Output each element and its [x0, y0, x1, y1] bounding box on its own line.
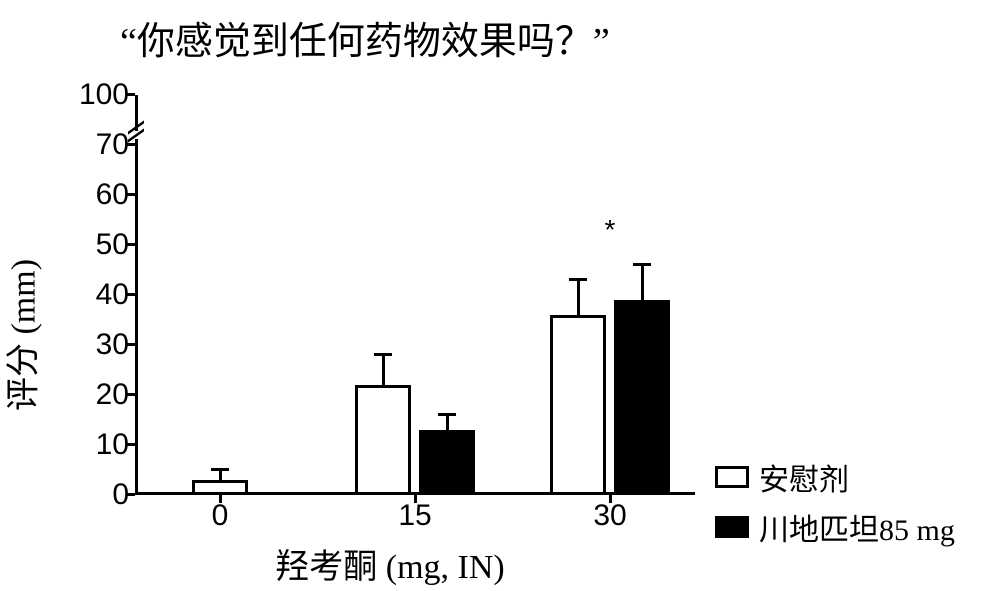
- y-tick-mark: [127, 343, 135, 346]
- bar-placebo: [192, 480, 248, 495]
- legend-label: 安慰剂: [759, 455, 849, 499]
- plot-area: 01020304050607010001530*: [135, 95, 695, 495]
- errorbar-stem: [446, 415, 449, 430]
- errorbar-stem: [641, 265, 644, 300]
- y-tick-mark: [127, 293, 135, 296]
- y-tick-mark: [127, 93, 135, 96]
- x-tick-mark: [414, 495, 417, 503]
- legend: 安慰剂 川地匹坦85 mg: [715, 455, 955, 555]
- legend-item-placebo: 安慰剂: [715, 455, 955, 499]
- bar-placebo: [355, 385, 411, 495]
- errorbar-cap: [374, 353, 392, 356]
- chart: 评分 (mm) 01020304050607010001530* 羟考酮 (mg…: [40, 95, 740, 575]
- x-tick-mark: [609, 495, 612, 503]
- legend-label: 川地匹坦85 mg: [759, 505, 955, 549]
- x-axis-label: 羟考酮 (mg, IN): [275, 539, 504, 588]
- y-tick-mark: [127, 443, 135, 446]
- bar-tradipitant: [614, 300, 670, 495]
- y-axis-line-lower: [135, 139, 138, 495]
- y-tick-mark: [127, 493, 135, 496]
- errorbar-cap: [569, 278, 587, 281]
- chart-title: “你感觉到任何药物效果吗？”: [120, 10, 610, 65]
- y-tick-mark: [127, 193, 135, 196]
- errorbar-cap: [438, 413, 456, 416]
- errorbar-stem: [382, 355, 385, 385]
- y-tick-mark: [127, 143, 135, 146]
- y-axis-label: 评分 (mm): [0, 259, 45, 411]
- errorbar-cap: [211, 468, 229, 471]
- annotation-star: *: [605, 214, 616, 246]
- page: “你感觉到任何药物效果吗？” 评分 (mm) 01020304050607010…: [0, 0, 1000, 591]
- y-tick-mark: [127, 393, 135, 396]
- errorbar-stem: [219, 470, 222, 480]
- errorbar-stem: [577, 280, 580, 315]
- y-tick-mark: [127, 243, 135, 246]
- x-tick-mark: [219, 495, 222, 503]
- legend-item-tradipitant: 川地匹坦85 mg: [715, 505, 955, 549]
- bar-tradipitant: [419, 430, 475, 495]
- bar-placebo: [550, 315, 606, 495]
- legend-swatch-open: [715, 466, 749, 488]
- errorbar-cap: [633, 263, 651, 266]
- legend-swatch-filled: [715, 516, 749, 538]
